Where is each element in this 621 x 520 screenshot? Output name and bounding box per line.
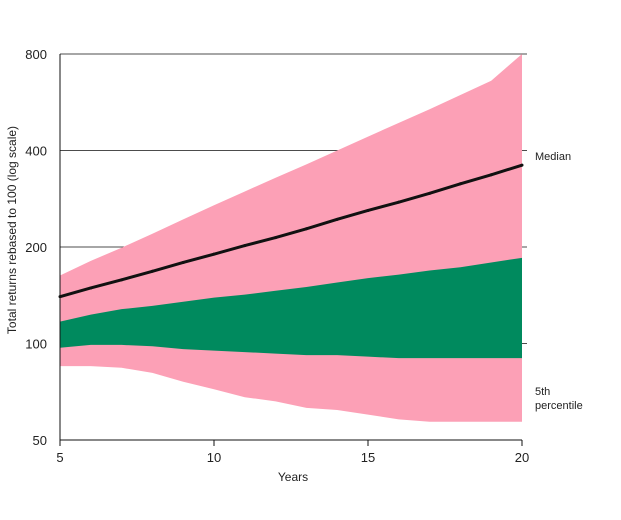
y-tick-label: 100 <box>25 337 47 352</box>
median-point <box>212 252 216 256</box>
y-axis-label: Total returns rebased to 100 (log scale) <box>5 126 19 334</box>
y-tick-label: 800 <box>25 47 47 62</box>
median-series <box>58 163 524 299</box>
median-point <box>335 217 339 221</box>
median-point <box>366 208 370 212</box>
median-point <box>304 227 308 231</box>
bands <box>60 54 522 422</box>
median-point <box>428 191 432 195</box>
fifth-percentile-label-line1: 5th <box>535 386 550 398</box>
median-line <box>59 163 523 299</box>
fifth-percentile-label-line2: percentile <box>535 400 583 412</box>
median-point <box>458 182 462 186</box>
median-point <box>150 269 154 273</box>
median-point <box>120 278 124 282</box>
x-tick-label: 20 <box>515 450 529 465</box>
median-point <box>274 236 278 240</box>
inner-band <box>60 257 522 359</box>
x-tick-labels: 5 10 15 20 <box>56 440 529 465</box>
x-axis-label: Years <box>278 470 308 484</box>
median-point <box>243 244 247 248</box>
y-tick-label: 50 <box>33 433 47 448</box>
y-tick-label: 400 <box>25 144 47 159</box>
x-tick-label: 15 <box>361 450 375 465</box>
x-tick-label: 5 <box>56 450 63 465</box>
median-label: Median <box>535 151 571 163</box>
median-point <box>397 200 401 204</box>
median-point <box>181 260 185 264</box>
median-point <box>520 163 524 167</box>
y-tick-labels: 50 100 200 400 800 <box>25 47 47 448</box>
x-tick-label: 10 <box>207 450 221 465</box>
median-point <box>489 173 493 177</box>
axes <box>59 54 522 441</box>
median-point <box>89 286 93 290</box>
y-tick-label: 200 <box>25 240 47 255</box>
outer-band <box>60 54 522 422</box>
